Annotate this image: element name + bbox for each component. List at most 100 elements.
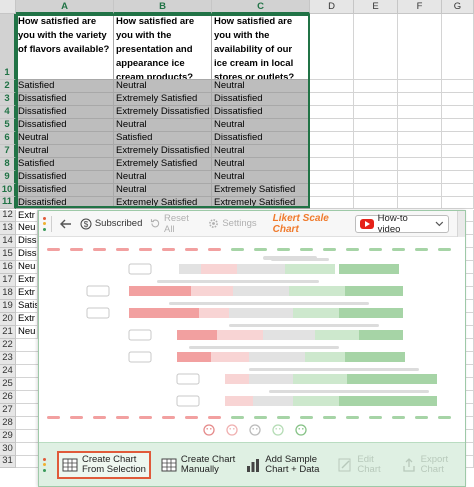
cell-a17[interactable]: Extr xyxy=(16,274,38,288)
cell-c11[interactable]: Extremely Satisfied xyxy=(212,196,310,210)
row-header-24[interactable]: 24 xyxy=(0,365,16,378)
header-cell-b1[interactable]: How satisfied are you with the presentat… xyxy=(114,14,212,80)
empty-cell[interactable] xyxy=(310,196,354,210)
empty-cell[interactable] xyxy=(354,105,398,119)
subscribed-button[interactable]: $ Subscribed xyxy=(80,218,142,230)
row-header-10[interactable]: 10 xyxy=(0,184,16,197)
row-header-17[interactable]: 17 xyxy=(0,274,16,288)
add-sample-chart-button[interactable]: Add Sample Chart + Data xyxy=(245,454,319,475)
header-cell-a1[interactable]: How satisfied are you with the variety o… xyxy=(16,14,114,80)
empty-cell[interactable] xyxy=(354,157,398,171)
row-header-30[interactable]: 30 xyxy=(0,443,16,456)
cell-b7[interactable]: Extremely Dissatisfied xyxy=(114,144,212,158)
cell-a11[interactable]: Dissatisfied xyxy=(16,196,114,210)
row-header-12[interactable]: 12 xyxy=(0,209,16,223)
cell-c6[interactable]: Dissatisfied xyxy=(212,131,310,145)
row-header-15[interactable]: 15 xyxy=(0,248,16,262)
cell-a7[interactable]: Neutral xyxy=(16,144,114,158)
row-header-23[interactable]: 23 xyxy=(0,352,16,365)
empty-cell[interactable] xyxy=(398,131,442,145)
cell-a21[interactable]: Neu xyxy=(16,326,38,339)
column-header-a[interactable]: A xyxy=(16,0,114,14)
cell-b5[interactable]: Neutral xyxy=(114,118,212,132)
empty-cell[interactable] xyxy=(442,157,474,171)
cell-a6[interactable]: Neutral xyxy=(16,131,114,145)
empty-cell[interactable] xyxy=(442,196,474,210)
cell-b3[interactable]: Extremely Satisfied xyxy=(114,92,212,106)
row-header-6[interactable]: 6 xyxy=(0,132,16,145)
cell-a13[interactable]: Neu xyxy=(16,222,38,236)
row-header-13[interactable]: 13 xyxy=(0,222,16,236)
empty-cell[interactable] xyxy=(354,131,398,145)
row-header-26[interactable]: 26 xyxy=(0,391,16,404)
cell-b10[interactable]: Neutral xyxy=(114,183,212,197)
row-header-27[interactable]: 27 xyxy=(0,404,16,417)
empty-cell[interactable] xyxy=(310,80,354,93)
row-header-8[interactable]: 8 xyxy=(0,158,16,171)
empty-cell[interactable] xyxy=(310,14,354,80)
row-header-14[interactable]: 14 xyxy=(0,235,16,249)
settings-button[interactable]: Settings xyxy=(208,218,257,229)
cell-a9[interactable]: Dissatisfied xyxy=(16,170,114,184)
bottom-grip-icon[interactable] xyxy=(43,457,47,472)
back-button[interactable] xyxy=(59,219,72,229)
empty-cell[interactable] xyxy=(442,183,474,197)
cell-c9[interactable]: Neutral xyxy=(212,170,310,184)
cell-a5[interactable]: Dissatisfied xyxy=(16,118,114,132)
empty-cell[interactable] xyxy=(310,118,354,132)
empty-cell[interactable] xyxy=(310,157,354,171)
row-header-18[interactable]: 18 xyxy=(0,287,16,301)
pane-scroll-area[interactable] xyxy=(457,211,465,237)
cell-c5[interactable]: Neutral xyxy=(212,118,310,132)
reset-all-button[interactable]: Reset All xyxy=(150,213,200,235)
column-header-e[interactable]: E xyxy=(354,0,398,14)
edit-chart-button[interactable]: Edit Chart xyxy=(337,454,381,475)
empty-cell[interactable] xyxy=(442,118,474,132)
empty-cell[interactable] xyxy=(354,170,398,184)
empty-cell[interactable] xyxy=(354,14,398,80)
cell-b4[interactable]: Extremely Dissatisfied xyxy=(114,105,212,119)
empty-cell[interactable] xyxy=(354,118,398,132)
cell-c8[interactable]: Neutral xyxy=(212,157,310,171)
cell-a8[interactable]: Satisfied xyxy=(16,157,114,171)
empty-cell[interactable] xyxy=(442,131,474,145)
column-header-f[interactable]: F xyxy=(398,0,442,14)
row-header-20[interactable]: 20 xyxy=(0,313,16,327)
column-header-c[interactable]: C xyxy=(212,0,310,14)
column-header-d[interactable]: D xyxy=(310,0,354,14)
row-header-21[interactable]: 21 xyxy=(0,326,16,339)
cell-b9[interactable]: Neutral xyxy=(114,170,212,184)
cell-c2[interactable]: Neutral xyxy=(212,80,310,93)
cell-b11[interactable]: Extremely Satisfied xyxy=(114,196,212,210)
create-chart-manually-button[interactable]: Create Chart Manually xyxy=(161,454,235,475)
cell-a14[interactable]: Diss xyxy=(16,235,38,249)
empty-cell[interactable] xyxy=(354,196,398,210)
cell-a19[interactable]: Satis xyxy=(16,300,38,314)
select-all-corner[interactable] xyxy=(0,0,16,14)
empty-cell[interactable] xyxy=(398,170,442,184)
cell-b2[interactable]: Neutral xyxy=(114,80,212,93)
cell-c10[interactable]: Extremely Satisfied xyxy=(212,183,310,197)
drag-grip-icon[interactable] xyxy=(43,216,47,231)
column-header-g[interactable]: G xyxy=(442,0,474,14)
row-header-2[interactable]: 2 xyxy=(0,80,16,93)
row-header-29[interactable]: 29 xyxy=(0,430,16,443)
column-header-b[interactable]: B xyxy=(114,0,212,14)
empty-cell[interactable] xyxy=(398,144,442,158)
row-header-5[interactable]: 5 xyxy=(0,119,16,132)
cell-b6[interactable]: Satisfied xyxy=(114,131,212,145)
row-header-3[interactable]: 3 xyxy=(0,93,16,106)
cell-a3[interactable]: Dissatisfied xyxy=(16,92,114,106)
empty-cell[interactable] xyxy=(442,80,474,93)
howto-video-dropdown[interactable]: How-to video xyxy=(355,213,449,235)
empty-cell[interactable] xyxy=(442,144,474,158)
empty-cell[interactable] xyxy=(442,92,474,106)
row-header-31[interactable]: 31 xyxy=(0,455,16,469)
cell-b8[interactable]: Extremely Satisfied xyxy=(114,157,212,171)
row-header-28[interactable]: 28 xyxy=(0,417,16,430)
empty-cell[interactable] xyxy=(398,105,442,119)
header-cell-c1[interactable]: How satisfied are you with the availabil… xyxy=(212,14,310,80)
row-header-11[interactable]: 11 xyxy=(0,196,16,210)
empty-cell[interactable] xyxy=(442,170,474,184)
empty-cell[interactable] xyxy=(398,157,442,171)
